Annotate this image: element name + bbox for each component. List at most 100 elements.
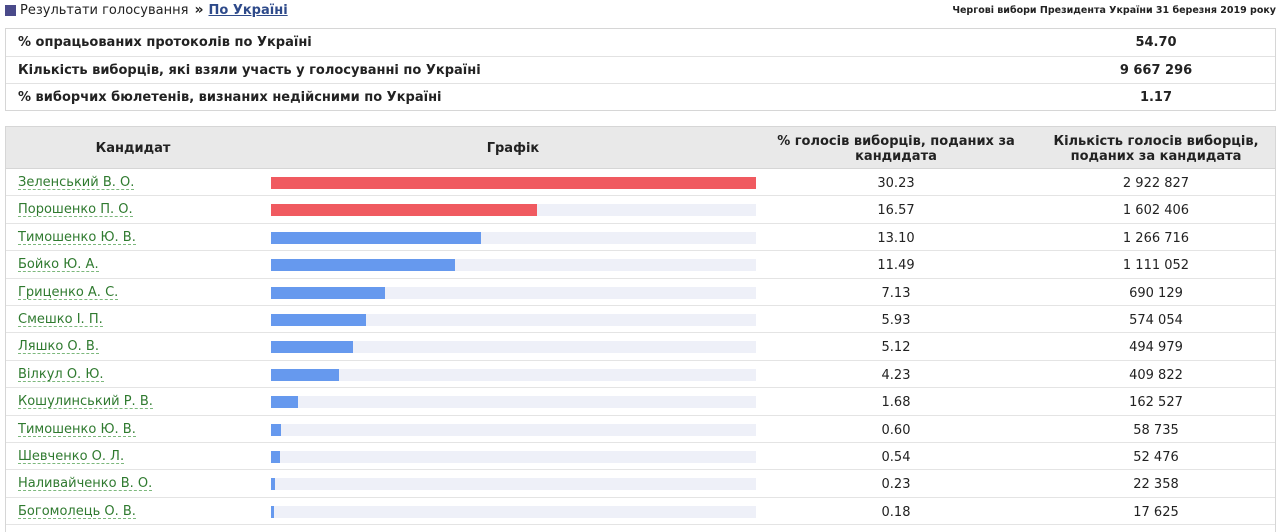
header-percent: % голосів виборців, поданих за кандидата [777,134,1015,164]
table-row: Тимошенко Ю. В. 0.60 58 735 [6,416,1275,443]
bar-track [271,231,756,244]
summary-row-turnout: Кількість виборців, які взяли участь у г… [6,56,1275,83]
percent-cell: 5.12 [881,340,911,356]
candidate-link[interactable]: Вілкул О. Ю. [18,366,104,382]
votes-cell: 22 358 [1133,477,1179,493]
votes-cell: 17 625 [1133,504,1179,520]
bar-track [271,505,756,518]
header-chart: Графік [486,141,540,156]
results-table: Кандидат Графік % голосів виборців, пода… [5,126,1276,532]
votes-cell: 162 527 [1129,395,1183,411]
candidate-link[interactable]: Зеленський В. О. [18,175,135,190]
percent-cell: 30.23 [877,176,915,191]
percent-cell: 11.49 [877,258,915,274]
percent-cell: 16.57 [877,203,915,219]
bar-fill [271,505,274,518]
bar-fill [271,368,339,381]
candidate-link[interactable]: Тимошенко Ю. В. [18,421,136,437]
table-row: Тимошенко Ю. В. 13.10 1 266 716 [6,224,1275,252]
breadcrumb: Результати голосування » По Україні [5,2,288,18]
votes-cell: 690 129 [1129,285,1183,301]
table-row: Порошенко П. О. 16.57 1 602 406 [6,196,1275,224]
bar-fill [271,396,298,409]
bar-track [271,368,756,381]
percent-cell: 0.60 [881,422,911,438]
summary-value: 9 667 296 [1119,63,1193,78]
bar-track [271,314,756,326]
summary-value: 54.70 [1135,35,1177,50]
bar-track [271,286,756,299]
candidate-link[interactable]: Гриценко А. С. [18,284,119,300]
votes-cell: 574 054 [1129,313,1183,328]
breadcrumb-current: Результати голосування [20,2,189,18]
candidate-link[interactable]: Бойко Ю. А. [18,257,99,273]
bar-track [271,341,756,354]
percent-cell: 5.93 [881,313,911,328]
summary-label: % опрацьованих протоколів по Україні [18,35,312,50]
percent-cell: 7.13 [881,285,911,301]
bar-fill [271,314,366,326]
square-bullet-icon [5,4,16,16]
candidate-link[interactable]: Наливайченко В. О. [18,476,153,492]
election-title: Чергові вибори Президента України 31 бер… [952,5,1276,16]
bar-fill [271,451,280,463]
table-header: Кандидат Графік % голосів виборців, пода… [6,127,1275,169]
bar-track [271,423,756,436]
candidate-link[interactable]: Тимошенко Ю. В. [18,229,136,245]
bar-track [271,204,756,217]
bar-fill [271,231,481,244]
bar-track [271,396,756,409]
header-candidate: Кандидат [95,141,171,156]
bar-fill [271,478,275,491]
double-chevron-icon: » [194,2,204,18]
candidate-link[interactable]: Ляшко О. В. [18,339,99,355]
bar-track [271,478,756,491]
table-row: Бойко Ю. А. 11.49 1 111 052 [6,251,1275,279]
top-bar: Результати голосування » По Україні Черг… [0,0,1280,22]
table-row: Шевченко О. Л. 0.54 52 476 [6,443,1275,471]
votes-cell: 1 602 406 [1122,203,1190,219]
candidate-link[interactable]: Богомолець О. В. [18,503,136,519]
summary-row-invalid: % виборчих бюлетенів, визнаних недійсним… [6,83,1275,110]
percent-cell: 0.54 [881,450,911,465]
percent-cell: 0.18 [881,504,911,520]
bar-fill [271,423,281,436]
bar-track [271,451,756,463]
bar-fill [271,341,353,354]
votes-cell: 58 735 [1133,422,1179,438]
candidate-link[interactable]: Порошенко П. О. [18,202,133,218]
table-row: Смешко І. П. 5.93 574 054 [6,306,1275,334]
table-row: Ляшко О. В. 5.12 494 979 [6,333,1275,361]
bar-fill [271,286,385,299]
candidate-link[interactable]: Шевченко О. Л. [18,449,125,464]
votes-cell: 409 822 [1129,367,1183,383]
header-votes: Кількість голосів виборців, поданих за к… [1053,134,1259,164]
percent-cell: 4.23 [881,367,911,383]
summary-label: % виборчих бюлетенів, визнаних недійсним… [18,90,442,105]
bar-fill [271,259,455,272]
breadcrumb-link-ukraine[interactable]: По Україні [208,2,288,18]
table-row: Богомолець О. В. 0.18 17 625 [6,498,1275,526]
candidate-link[interactable]: Кошулинський Р. В. [18,394,153,410]
bar-track [271,177,756,189]
votes-cell: 1 111 052 [1122,258,1190,274]
votes-cell: 2 922 827 [1122,176,1190,191]
bar-fill [271,204,537,217]
votes-cell: 1 266 716 [1122,230,1190,246]
percent-cell: 0.23 [881,477,911,493]
bar-fill [271,177,756,189]
summary-table: % опрацьованих протоколів по Україні 54.… [5,28,1276,111]
summary-value: 1.17 [1139,90,1173,105]
percent-cell: 13.10 [877,230,915,246]
table-row: Наливайченко В. О. 0.23 22 358 [6,470,1275,498]
votes-cell: 52 476 [1133,450,1179,465]
bar-track [271,259,756,272]
summary-row-protocols: % опрацьованих протоколів по Україні 54.… [6,29,1275,56]
table-row: Кошулинський Р. В. 1.68 162 527 [6,388,1275,416]
percent-cell: 1.68 [881,395,911,411]
table-row: Зеленський В. О. 30.23 2 922 827 [6,169,1275,197]
votes-cell: 494 979 [1129,340,1183,356]
candidate-link[interactable]: Смешко І. П. [18,312,103,327]
table-row: Вілкул О. Ю. 4.23 409 822 [6,361,1275,389]
table-row: Гриценко А. С. 7.13 690 129 [6,279,1275,306]
